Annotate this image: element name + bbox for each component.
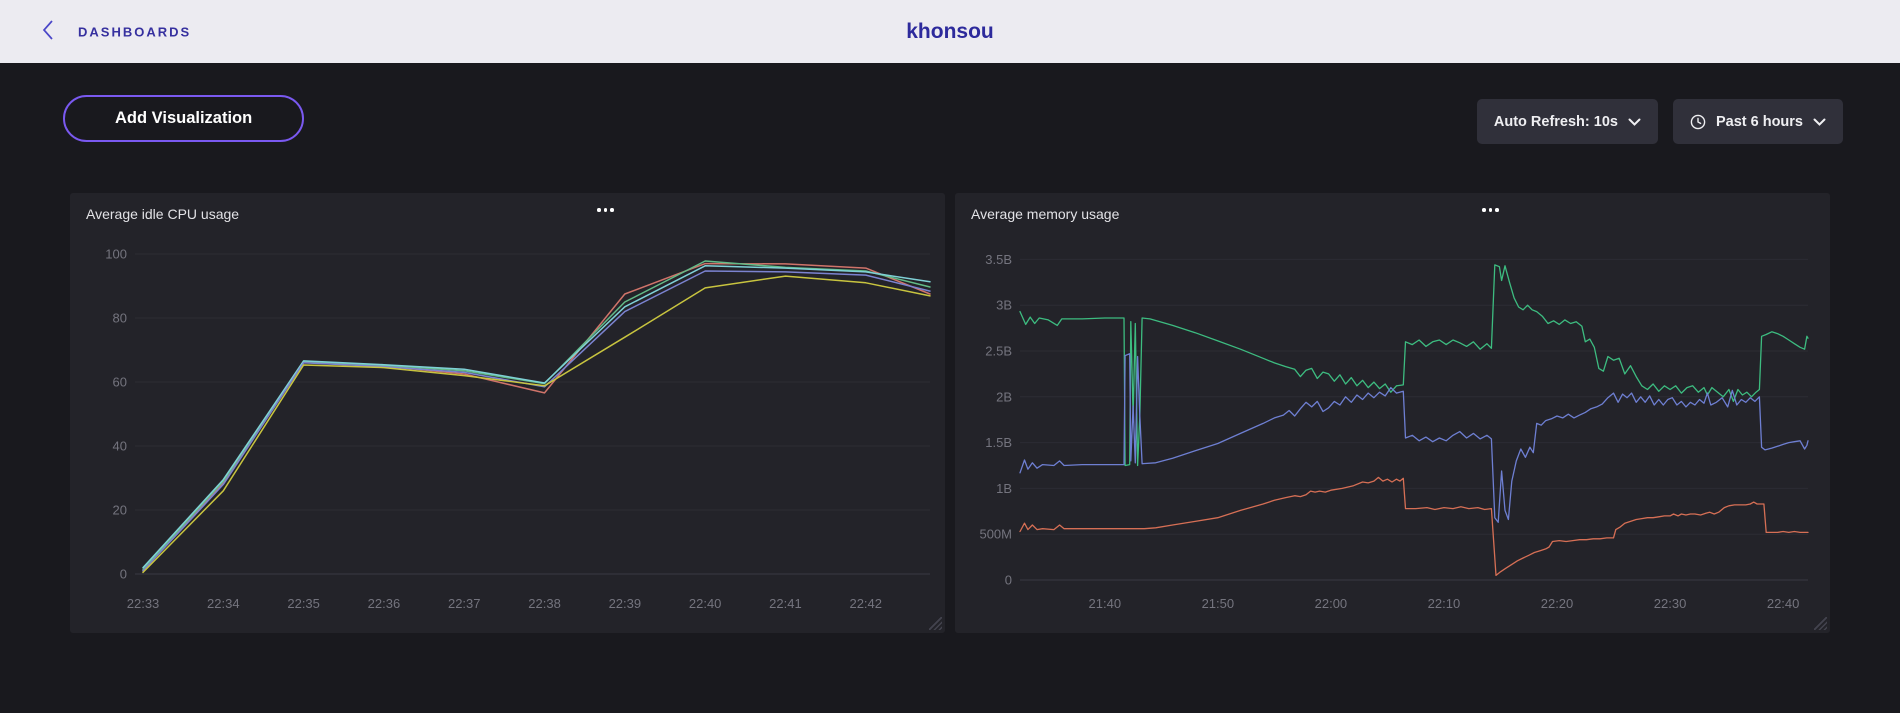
- ellipsis-dots-icon: [1482, 208, 1486, 212]
- y-axis-tick-label: 1.5B: [985, 435, 1012, 450]
- series-memory-blue: [1019, 353, 1809, 523]
- x-axis-tick-label: 22:36: [368, 596, 401, 611]
- x-axis-tick-label: 22:20: [1541, 596, 1574, 611]
- x-axis-tick-label: 21:50: [1202, 596, 1235, 611]
- x-axis-tick-label: 22:40: [689, 596, 722, 611]
- auto-refresh-dropdown[interactable]: Auto Refresh: 10s: [1476, 99, 1658, 144]
- x-axis-tick-label: 22:39: [609, 596, 642, 611]
- series-memory-red: [1019, 476, 1809, 577]
- panel-average-memory-usage: Average memory usage 0 500M 1B 1.5B 2B 2.5B 3B…: [955, 193, 1830, 633]
- y-axis-tick-label: 20: [113, 503, 127, 518]
- panel-resize-handle[interactable]: [1814, 617, 1827, 630]
- y-axis-tick-label: 2B: [996, 389, 1012, 404]
- y-axis-tick-label: 0: [1005, 573, 1012, 588]
- toolbar-right-group: Auto Refresh: 10s Past 6 hours: [1476, 99, 1843, 144]
- x-axis-tick-label: 22:37: [448, 596, 481, 611]
- series-line-yellow: [142, 275, 931, 574]
- time-range-label: Past 6 hours: [1715, 113, 1803, 130]
- panel-menu-button[interactable]: [593, 204, 618, 216]
- y-axis-tick-label: 3.5B: [985, 252, 1012, 267]
- series-memory-green: [1019, 264, 1809, 467]
- x-axis-tick-label: 22:00: [1315, 596, 1348, 611]
- auto-refresh-label: Auto Refresh: 10s: [1493, 113, 1618, 130]
- dashboard-toolbar: Add Visualization Auto Refresh: 10s Past…: [0, 63, 1900, 193]
- ellipsis-dots-icon: [597, 208, 601, 212]
- x-axis-tick-label: 22:40: [1767, 596, 1800, 611]
- panel-average-idle-cpu-usage: Average idle CPU usage 0 20 40 60 80 100 22:33…: [70, 193, 945, 633]
- y-axis-tick-label: 3B: [996, 298, 1012, 313]
- add-visualization-label: Add Visualization: [115, 109, 253, 127]
- chevron-left-icon: [41, 19, 54, 44]
- chevron-down-icon: [1628, 118, 1641, 126]
- x-axis-tick-label: 22:30: [1654, 596, 1687, 611]
- x-axis-tick-label: 22:33: [127, 596, 160, 611]
- y-axis-tick-label: 1B: [996, 481, 1012, 496]
- panel-title: Average idle CPU usage: [86, 206, 240, 222]
- back-button[interactable]: [34, 19, 60, 45]
- series-line-green: [142, 260, 931, 570]
- series-line-cyan: [142, 265, 931, 569]
- panel-resize-handle[interactable]: [929, 617, 942, 630]
- y-axis-tick-label: 80: [113, 311, 127, 326]
- time-range-dropdown[interactable]: Past 6 hours: [1672, 99, 1843, 144]
- x-axis-tick-label: 22:41: [769, 596, 802, 611]
- x-axis-tick-label: 22:42: [849, 596, 882, 611]
- series-line-red: [142, 262, 931, 572]
- y-axis-tick-label: 100: [105, 247, 127, 262]
- add-visualization-button[interactable]: Add Visualization: [63, 95, 305, 142]
- panel-menu-button[interactable]: [1478, 204, 1503, 216]
- y-axis-tick-label: 2.5B: [985, 344, 1012, 359]
- y-axis-tick-label: 500M: [979, 527, 1012, 542]
- x-axis-tick-label: 22:38: [528, 596, 561, 611]
- x-axis-tick-label: 22:34: [207, 596, 240, 611]
- x-axis-tick-label: 22:35: [287, 596, 320, 611]
- top-bar: DASHBOARDS khonsou: [0, 0, 1900, 63]
- x-axis-tick-label: 22:10: [1428, 596, 1461, 611]
- memory-usage-line-chart: 0 500M 1B 1.5B 2B 2.5B 3B 3.5B 21:40 21:50 22:00 22…: [979, 252, 1809, 611]
- breadcrumb-dashboards[interactable]: DASHBOARDS: [78, 24, 192, 39]
- x-axis-tick-label: 21:40: [1089, 596, 1122, 611]
- panels-row: Average idle CPU usage 0 20 40 60 80 100 22:33…: [0, 193, 1900, 633]
- series-line-purple: [142, 270, 931, 572]
- y-axis-tick-label: 0: [120, 567, 127, 582]
- chevron-down-icon: [1813, 118, 1826, 126]
- clock-icon: [1690, 114, 1706, 130]
- y-axis-tick-label: 40: [113, 439, 127, 454]
- y-axis-tick-label: 60: [113, 375, 127, 390]
- panel-title: Average memory usage: [971, 206, 1120, 222]
- page-title: khonsou: [906, 19, 994, 43]
- cpu-usage-line-chart: 0 20 40 60 80 100 22:33 22:34 22:35 22:36 22:37 22:…: [105, 247, 931, 611]
